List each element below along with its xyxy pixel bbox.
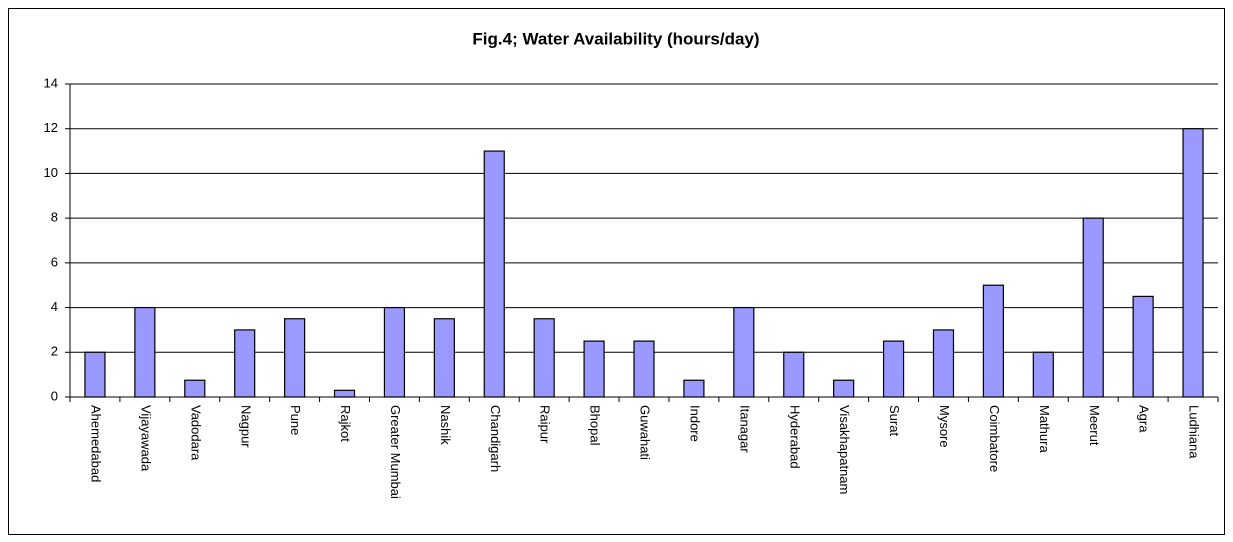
bar: [1032, 351, 1054, 398]
x-tick-label: Guwahati: [638, 405, 653, 460]
bar: [1132, 295, 1154, 398]
y-tick-label: 0: [51, 388, 58, 403]
bar: [683, 379, 705, 398]
x-tick-label: Chandigarh: [488, 405, 503, 472]
x-tick-label: Vijayawada: [138, 405, 153, 472]
y-tick-label: 2: [51, 344, 58, 359]
bar: [1082, 217, 1104, 398]
bar: [583, 340, 605, 398]
x-tick-label: Meerut: [1087, 405, 1102, 446]
chart-frame: [8, 8, 1225, 535]
y-tick-label: 8: [51, 210, 58, 225]
bar: [733, 306, 755, 398]
bar: [1182, 128, 1204, 398]
y-tick-label: 4: [51, 299, 58, 314]
x-tick-label: Pune: [288, 405, 303, 435]
x-tick-label: Hyderabad: [787, 405, 802, 469]
x-tick-label: Nagpur: [238, 405, 253, 448]
x-tick-label: Nashik: [438, 405, 453, 445]
y-tick-label: 10: [44, 165, 58, 180]
y-tick-label: 14: [44, 75, 58, 90]
bar: [433, 318, 455, 398]
bar: [982, 284, 1004, 398]
bar: [533, 318, 555, 398]
bar: [333, 389, 356, 398]
x-tick-label: Itanagar: [737, 405, 752, 453]
x-tick-label: Greater Mumbai: [388, 405, 403, 499]
bar: [882, 340, 905, 398]
bar: [633, 340, 655, 398]
bar: [84, 351, 106, 398]
x-tick-label: Bhopal: [588, 405, 603, 446]
x-tick-label: Surat: [887, 405, 902, 436]
x-tick-label: Indore: [687, 405, 702, 442]
x-tick-label: Coimbatore: [987, 405, 1002, 472]
x-tick-label: Visakhapatnam: [837, 405, 852, 494]
bar: [234, 329, 256, 398]
bar: [134, 306, 156, 398]
bar: [483, 150, 505, 398]
x-tick-label: Agra: [1137, 405, 1152, 433]
x-tick-label: Mathura: [1037, 405, 1052, 453]
x-tick-label: Ahemedabad: [89, 405, 104, 482]
bar: [383, 306, 406, 398]
x-tick-label: Ludhiana: [1187, 405, 1202, 459]
bar: [783, 351, 805, 398]
x-tick-label: Raipur: [538, 405, 553, 444]
x-tick-label: Rajkot: [338, 405, 353, 442]
bar: [932, 329, 955, 398]
y-tick-label: 6: [51, 254, 58, 269]
chart-title: Fig.4; Water Availability (hours/day): [472, 29, 759, 48]
x-tick-label: Vadodara: [188, 405, 203, 461]
x-tick-label: Mysore: [937, 405, 952, 448]
bar: [833, 379, 855, 398]
bar: [184, 379, 206, 398]
y-tick-label: 12: [44, 120, 58, 135]
bar: [284, 318, 306, 398]
